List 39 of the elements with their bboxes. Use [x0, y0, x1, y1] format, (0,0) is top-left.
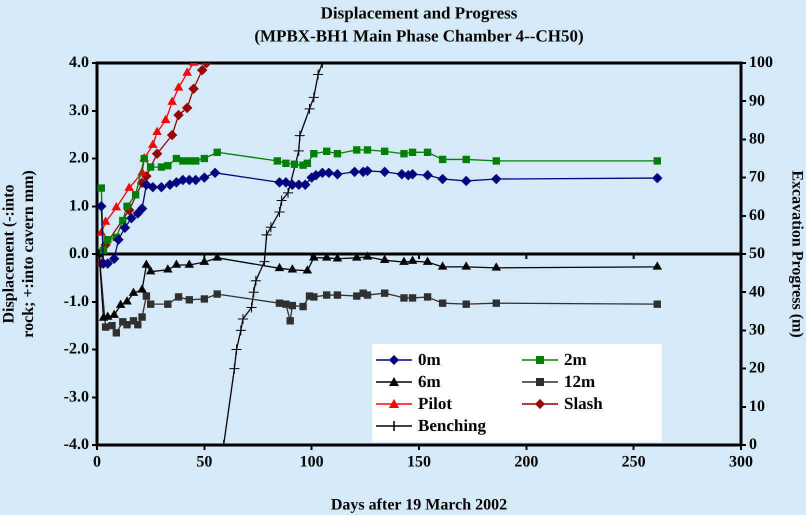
y-tick-label: 4.0: [69, 54, 89, 72]
legend-label: 6m: [418, 372, 441, 392]
x-tick-label: 100: [300, 454, 324, 471]
y-tick-label: -4.0: [64, 436, 89, 454]
chart-title: Displacement and Progress: [320, 3, 518, 22]
y-tick-label: 1.0: [69, 197, 89, 214]
x-tick-label: 300: [729, 454, 753, 471]
y2-tick-label: 50: [749, 245, 765, 262]
y2-tick-label: 100: [749, 54, 773, 72]
y-tick-label: -3.0: [64, 388, 89, 406]
x-tick-label: 250: [622, 454, 646, 471]
x-axis-title: Days after 19 March 2002: [330, 496, 508, 514]
x-tick-label: 0: [93, 454, 101, 471]
y-axis-title: Displacement (-:into rock; +:into cavern mm): [0, 170, 37, 338]
y-tick-label: -1.0: [64, 292, 89, 310]
y-tick-label: 3.0: [69, 102, 89, 119]
legend-label: Pilot: [418, 394, 452, 414]
y-tick-label: 2.0: [69, 150, 89, 167]
y2-tick-label: 0: [749, 436, 757, 454]
legend-label: Benching: [418, 416, 486, 436]
y2-tick-label: 40: [749, 283, 765, 300]
y-tick-label: 0.0: [69, 245, 89, 262]
x-tick-label: 200: [514, 454, 538, 471]
y-tick-label: -2.0: [64, 340, 89, 358]
legend-label: 12m: [564, 372, 596, 392]
y2-axis-title: Excavation Progress (m): [788, 170, 806, 338]
legend-label: 0m: [418, 350, 441, 370]
legend-label: 2m: [564, 350, 587, 370]
y2-tick-label: 90: [749, 92, 765, 110]
y2-tick-label: 60: [749, 206, 765, 224]
y2-tick-label: 30: [749, 322, 765, 339]
x-tick-label: 50: [196, 454, 212, 471]
y2-tick-label: 20: [749, 360, 765, 377]
x-tick-label: 150: [407, 454, 431, 471]
y2-tick-label: 80: [749, 130, 765, 148]
y2-tick-label: 10: [749, 398, 765, 415]
legend-label: Slash: [564, 394, 603, 414]
y2-tick-label: 70: [749, 168, 765, 186]
chart-subtitle: (MPBX-BH1 Main Phase Chamber 4--CH50): [254, 26, 584, 46]
